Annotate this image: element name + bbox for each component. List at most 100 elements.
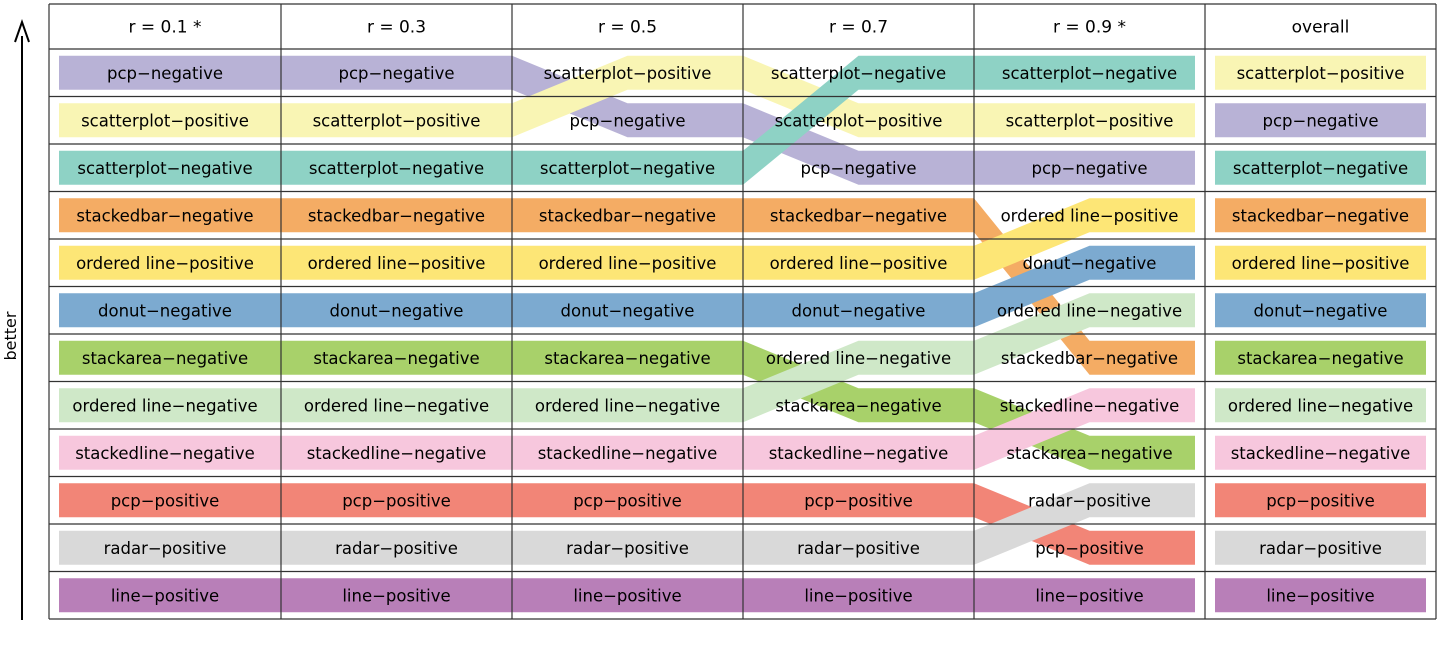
cell-label-radar-positive: radar−positive [335,539,458,558]
column-header: r = 0.5 [598,18,657,38]
cell-label-stackedline-negative: stackedline−negative [1231,444,1411,463]
cell-label-ordered-line-positive: ordered line−positive [1232,254,1410,273]
cell-label-radar-positive: radar−positive [797,539,920,558]
cell-label-stackedbar-negative: stackedbar−negative [76,206,253,225]
cell-label-scatterplot-negative: scatterplot−negative [771,64,946,83]
cell-label-line-positive: line−positive [804,586,912,605]
cell-label-scatterplot-negative: scatterplot−negative [77,159,252,178]
band-radar-positive [59,483,1195,565]
cell-label-ordered-line-negative: ordered line−negative [766,349,951,368]
table-grid [48,3,1437,620]
cell-label-stackedline-negative: stackedline−negative [75,444,255,463]
cell-labels: pcp−negative scatterplot−positive scatterp… [72,64,1413,606]
cell-label-donut-negative: donut−negative [1023,254,1157,273]
overall-band-scatterplot-negative [1215,150,1426,185]
cell-label-pcp-positive: pcp−positive [111,491,220,510]
overall-band-stackedbar-negative [1215,198,1426,233]
band-stackarea-negative [59,340,1195,470]
cell-label-pcp-positive: pcp−positive [1035,539,1144,558]
ranking-bands [59,55,1426,613]
overall-band-stackedline-negative [1215,435,1426,470]
cell-label-stackarea-negative: stackarea−negative [544,349,710,368]
overall-band-pcp-positive [1215,483,1426,518]
cell-label-line-positive: line−positive [1035,586,1143,605]
cell-label-stackedbar-negative: stackedbar−negative [1232,206,1409,225]
band-donut-negative [59,245,1195,328]
cell-label-scatterplot-negative: scatterplot−negative [309,159,484,178]
band-ordered-line-positive [59,198,1195,280]
cell-label-stackedline-negative: stackedline−negative [307,444,487,463]
cell-label-pcp-negative: pcp−negative [1031,159,1147,178]
column-header: r = 0.9 * [1053,18,1126,38]
cell-label-stackedline-negative: stackedline−negative [538,444,718,463]
cell-label-pcp-negative: pcp−negative [338,64,454,83]
overall-band-line-positive [1215,578,1426,613]
cell-label-line-positive: line−positive [342,586,450,605]
band-pcp-positive [59,483,1195,565]
overall-band-ordered-line-positive [1215,245,1426,280]
cell-label-radar-positive: radar−positive [104,539,227,558]
cell-label-line-positive: line−positive [1266,586,1374,605]
cell-label-stackarea-negative: stackarea−negative [775,396,941,415]
cell-label-ordered-line-negative: ordered line−negative [304,396,489,415]
band-pcp-negative [59,55,1195,185]
cell-label-ordered-line-negative: ordered line−negative [535,396,720,415]
cell-label-donut-negative: donut−negative [98,301,232,320]
cell-label-pcp-positive: pcp−positive [342,491,451,510]
better-axis: better [1,18,30,620]
column-headers: r = 0.1 * r = 0.3 r = 0.5 r = 0.7 r = 0.9 * o… [129,18,1350,38]
column-header: overall [1292,18,1350,38]
band-ordered-line-negative [59,293,1195,423]
cell-label-pcp-negative: pcp−negative [800,159,916,178]
cell-label-ordered-line-positive: ordered line−positive [1001,206,1179,225]
cell-label-ordered-line-negative: ordered line−negative [1228,396,1413,415]
cell-label-scatterplot-positive: scatterplot−positive [775,111,943,130]
cell-label-line-positive: line−positive [573,586,681,605]
cell-label-pcp-negative: pcp−negative [107,64,223,83]
cell-label-ordered-line-positive: ordered line−positive [76,254,254,273]
cell-label-donut-negative: donut−negative [1254,301,1388,320]
band-line-positive [59,578,1195,613]
cell-label-stackarea-negative: stackarea−negative [1006,444,1172,463]
cell-label-ordered-line-positive: ordered line−positive [308,254,486,273]
cell-label-scatterplot-negative: scatterplot−negative [1233,159,1408,178]
axis-label: better [1,311,20,360]
cell-label-stackedbar-negative: stackedbar−negative [770,206,947,225]
cell-label-ordered-line-positive: ordered line−positive [539,254,717,273]
band-stackedbar-negative [59,198,1195,375]
cell-label-scatterplot-positive: scatterplot−positive [81,111,249,130]
band-scatterplot-negative [59,55,1195,185]
cell-label-scatterplot-negative: scatterplot−negative [1002,64,1177,83]
column-header: r = 0.3 [367,18,426,38]
cell-label-pcp-negative: pcp−negative [1262,111,1378,130]
cell-label-pcp-positive: pcp−positive [573,491,682,510]
cell-label-scatterplot-positive: scatterplot−positive [544,64,712,83]
column-header: r = 0.7 [829,18,888,38]
cell-label-radar-positive: radar−positive [1028,491,1151,510]
cell-label-scatterplot-positive: scatterplot−positive [313,111,481,130]
cell-label-pcp-positive: pcp−positive [804,491,913,510]
cell-label-radar-positive: radar−positive [1259,539,1382,558]
cell-label-stackarea-negative: stackarea−negative [313,349,479,368]
cell-label-stackarea-negative: stackarea−negative [1237,349,1403,368]
overall-band-pcp-negative [1215,103,1426,138]
band-stackedline-negative [59,388,1195,470]
cell-label-stackedline-negative: stackedline−negative [769,444,949,463]
band-scatterplot-positive [59,55,1195,138]
cell-label-ordered-line-negative: ordered line−negative [72,396,257,415]
cell-label-ordered-line-negative: ordered line−negative [997,301,1182,320]
overall-band-ordered-line-negative [1215,388,1426,423]
axis-arrow-head-icon [14,18,30,43]
cell-label-stackedline-negative: stackedline−negative [1000,396,1180,415]
overall-band-stackarea-negative [1215,340,1426,375]
column-header: r = 0.1 * [129,18,202,38]
cell-label-stackarea-negative: stackarea−negative [82,349,248,368]
cell-label-donut-negative: donut−negative [792,301,926,320]
cell-label-radar-positive: radar−positive [566,539,689,558]
cell-label-stackedbar-negative: stackedbar−negative [1001,349,1178,368]
overall-band-donut-negative [1215,293,1426,328]
overall-band-radar-positive [1215,530,1426,565]
cell-label-scatterplot-positive: scatterplot−positive [1006,111,1174,130]
cell-label-pcp-negative: pcp−negative [569,111,685,130]
